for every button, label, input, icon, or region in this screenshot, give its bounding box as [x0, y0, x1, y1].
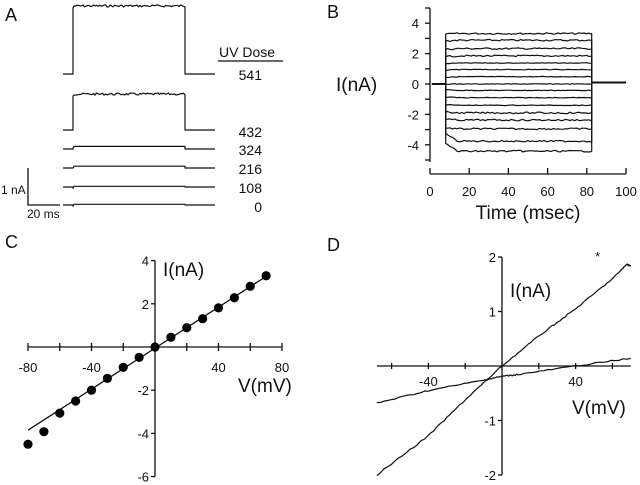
x-axis-label: V(mV): [238, 376, 292, 397]
current-trace-dose-108: [63, 185, 215, 189]
current-trace-dose-541: [63, 4, 215, 75]
current-trace: [431, 81, 626, 131]
current-trace: [431, 81, 626, 122]
y-tick-label: -4: [407, 138, 419, 153]
dose-label: 324: [239, 142, 263, 158]
current-trace: [431, 38, 626, 85]
y-tick-label: 4: [142, 254, 149, 269]
dose-label: 432: [239, 124, 263, 140]
y-tick-label: -4: [137, 426, 149, 441]
y-tick-label: 2: [412, 47, 419, 62]
dose-label: 216: [239, 161, 263, 177]
data-point: [39, 427, 49, 437]
current-trace: [431, 75, 626, 85]
data-point: [166, 332, 176, 342]
current-trace: [431, 81, 626, 99]
scale-bar-time-label: 20 ms: [27, 207, 60, 221]
iv-trace-shallow: [376, 357, 631, 404]
x-tick-label: -40: [419, 374, 438, 389]
data-point: [71, 396, 81, 406]
y-tick-label: 1: [489, 305, 496, 320]
panel-label-d: D: [327, 235, 340, 255]
data-point: [134, 352, 144, 362]
y-tick-label: -2: [137, 383, 149, 398]
x-tick-label: 80: [580, 184, 594, 199]
data-point: [118, 362, 128, 372]
x-tick-label: -40: [82, 360, 101, 375]
panel-label-b: B: [327, 2, 339, 22]
legend-title: UV Dose: [219, 44, 275, 60]
x-tick-label: 100: [615, 184, 637, 199]
current-trace: [431, 47, 626, 85]
y-tick-label: 0: [412, 77, 419, 92]
x-axis-label: Time (msec): [476, 203, 581, 224]
panel-label-a: A: [5, 5, 17, 25]
x-tick-label: 80: [275, 360, 289, 375]
y-axis-label: I(nA): [510, 281, 551, 302]
x-axis-label: V(mV): [572, 398, 626, 419]
dose-label: 108: [239, 180, 263, 196]
current-trace: [431, 81, 626, 85]
fit-line: [27, 275, 267, 431]
y-tick-label: -6: [137, 470, 149, 485]
dose-label: 0: [254, 199, 262, 215]
current-trace-dose-0: [63, 203, 215, 207]
y-tick-label: 4: [412, 16, 419, 31]
scale-bar: [27, 168, 60, 206]
y-tick-label: -2: [484, 468, 496, 483]
x-tick-label: 40: [211, 360, 225, 375]
panel-d: D: [327, 235, 632, 477]
y-axis-label: I(nA): [336, 75, 377, 96]
data-point: [213, 303, 224, 313]
x-tick-label: 20: [462, 184, 476, 199]
x-tick-label: 0: [426, 184, 433, 199]
current-trace: [431, 81, 626, 107]
data-point: [55, 408, 65, 418]
data-point: [182, 323, 192, 333]
data-point: [229, 293, 239, 303]
data-point: [23, 439, 33, 449]
data-point: [86, 385, 97, 395]
current-trace: [431, 81, 626, 92]
current-trace-dose-324: [63, 145, 215, 150]
data-point: [150, 342, 160, 352]
x-tick-label: -80: [19, 360, 38, 375]
dose-label: 541: [239, 67, 263, 83]
data-point: [245, 281, 255, 291]
iv-trace-steep: [376, 263, 632, 477]
y-tick-label: 2: [142, 297, 149, 312]
panel-label-c: C: [5, 232, 18, 252]
x-tick-label: 60: [540, 184, 554, 199]
scale-bar-current-label: 1 nA: [1, 183, 26, 197]
asterisk-annotation: *: [595, 249, 600, 264]
current-trace: [431, 81, 626, 115]
y-axis-label: I(nA): [163, 260, 204, 281]
x-tick-label: 40: [501, 184, 515, 199]
current-trace: [431, 32, 626, 85]
x-tick-label: 40: [568, 374, 582, 389]
current-trace: [431, 62, 626, 85]
panel-c: C: [5, 232, 283, 478]
data-point: [261, 271, 271, 281]
current-trace: [431, 54, 626, 85]
data-point: [102, 373, 112, 383]
current-trace: [431, 68, 626, 85]
current-trace: [431, 81, 626, 143]
y-tick-label: -1: [484, 414, 496, 429]
current-trace-dose-432: [63, 92, 215, 131]
y-tick-label: 2: [489, 250, 496, 265]
data-point: [198, 314, 208, 324]
current-trace-dose-216: [63, 165, 215, 169]
y-tick-label: -2: [407, 107, 419, 122]
panel-b: B: [327, 2, 627, 175]
current-trace: [431, 81, 626, 153]
